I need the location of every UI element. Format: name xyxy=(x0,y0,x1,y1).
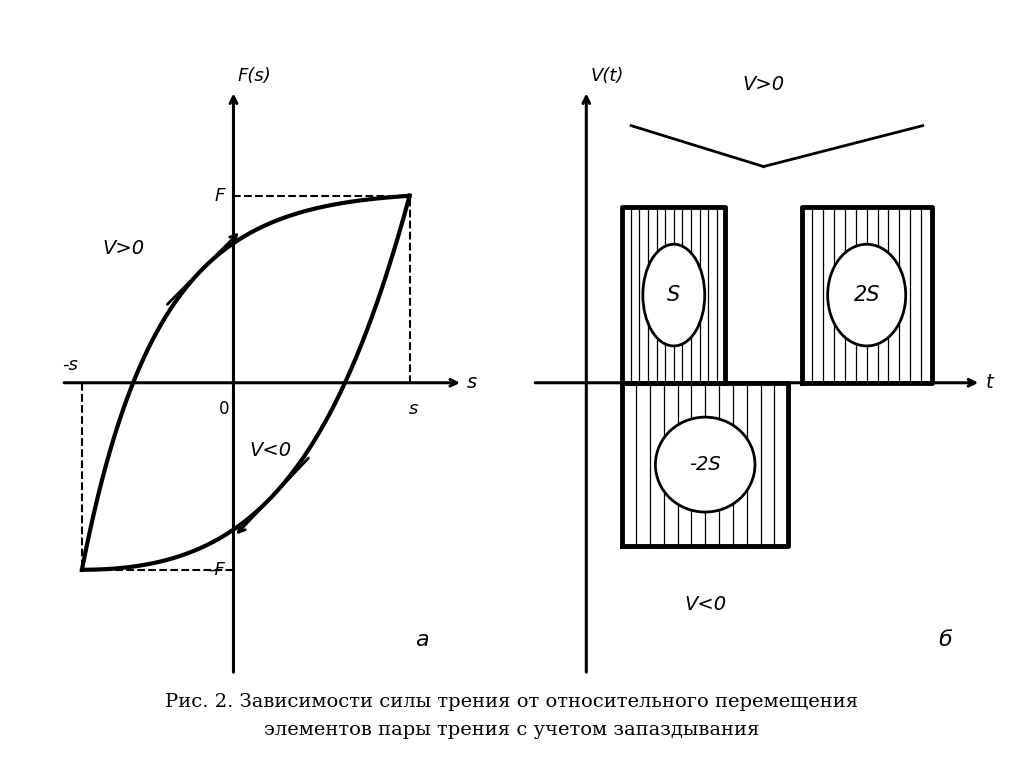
Ellipse shape xyxy=(827,244,905,346)
Text: -2S: -2S xyxy=(689,455,721,474)
Text: элементов пары трения с учетом запаздывания: элементов пары трения с учетом запаздыва… xyxy=(264,721,760,739)
Text: F(s): F(s) xyxy=(238,67,271,84)
Text: -s: -s xyxy=(61,356,78,374)
Text: S: S xyxy=(668,285,680,305)
Text: б: б xyxy=(938,630,952,650)
Text: s: s xyxy=(409,400,419,418)
Text: 0: 0 xyxy=(219,400,229,418)
Text: F: F xyxy=(215,187,225,205)
Text: V>0: V>0 xyxy=(102,239,144,258)
Text: V<0: V<0 xyxy=(250,441,292,460)
Text: V(t): V(t) xyxy=(591,67,625,84)
Text: -F: -F xyxy=(209,561,225,579)
Text: s: s xyxy=(467,374,477,392)
Ellipse shape xyxy=(643,244,705,346)
Text: Рис. 2. Зависимости силы трения от относительного перемещения: Рис. 2. Зависимости силы трения от относ… xyxy=(166,693,858,711)
Text: t: t xyxy=(985,374,993,392)
Text: V<0: V<0 xyxy=(684,595,726,614)
Text: 2S: 2S xyxy=(853,285,880,305)
Text: а: а xyxy=(415,630,429,650)
Ellipse shape xyxy=(655,417,755,512)
Text: V>0: V>0 xyxy=(742,75,784,94)
